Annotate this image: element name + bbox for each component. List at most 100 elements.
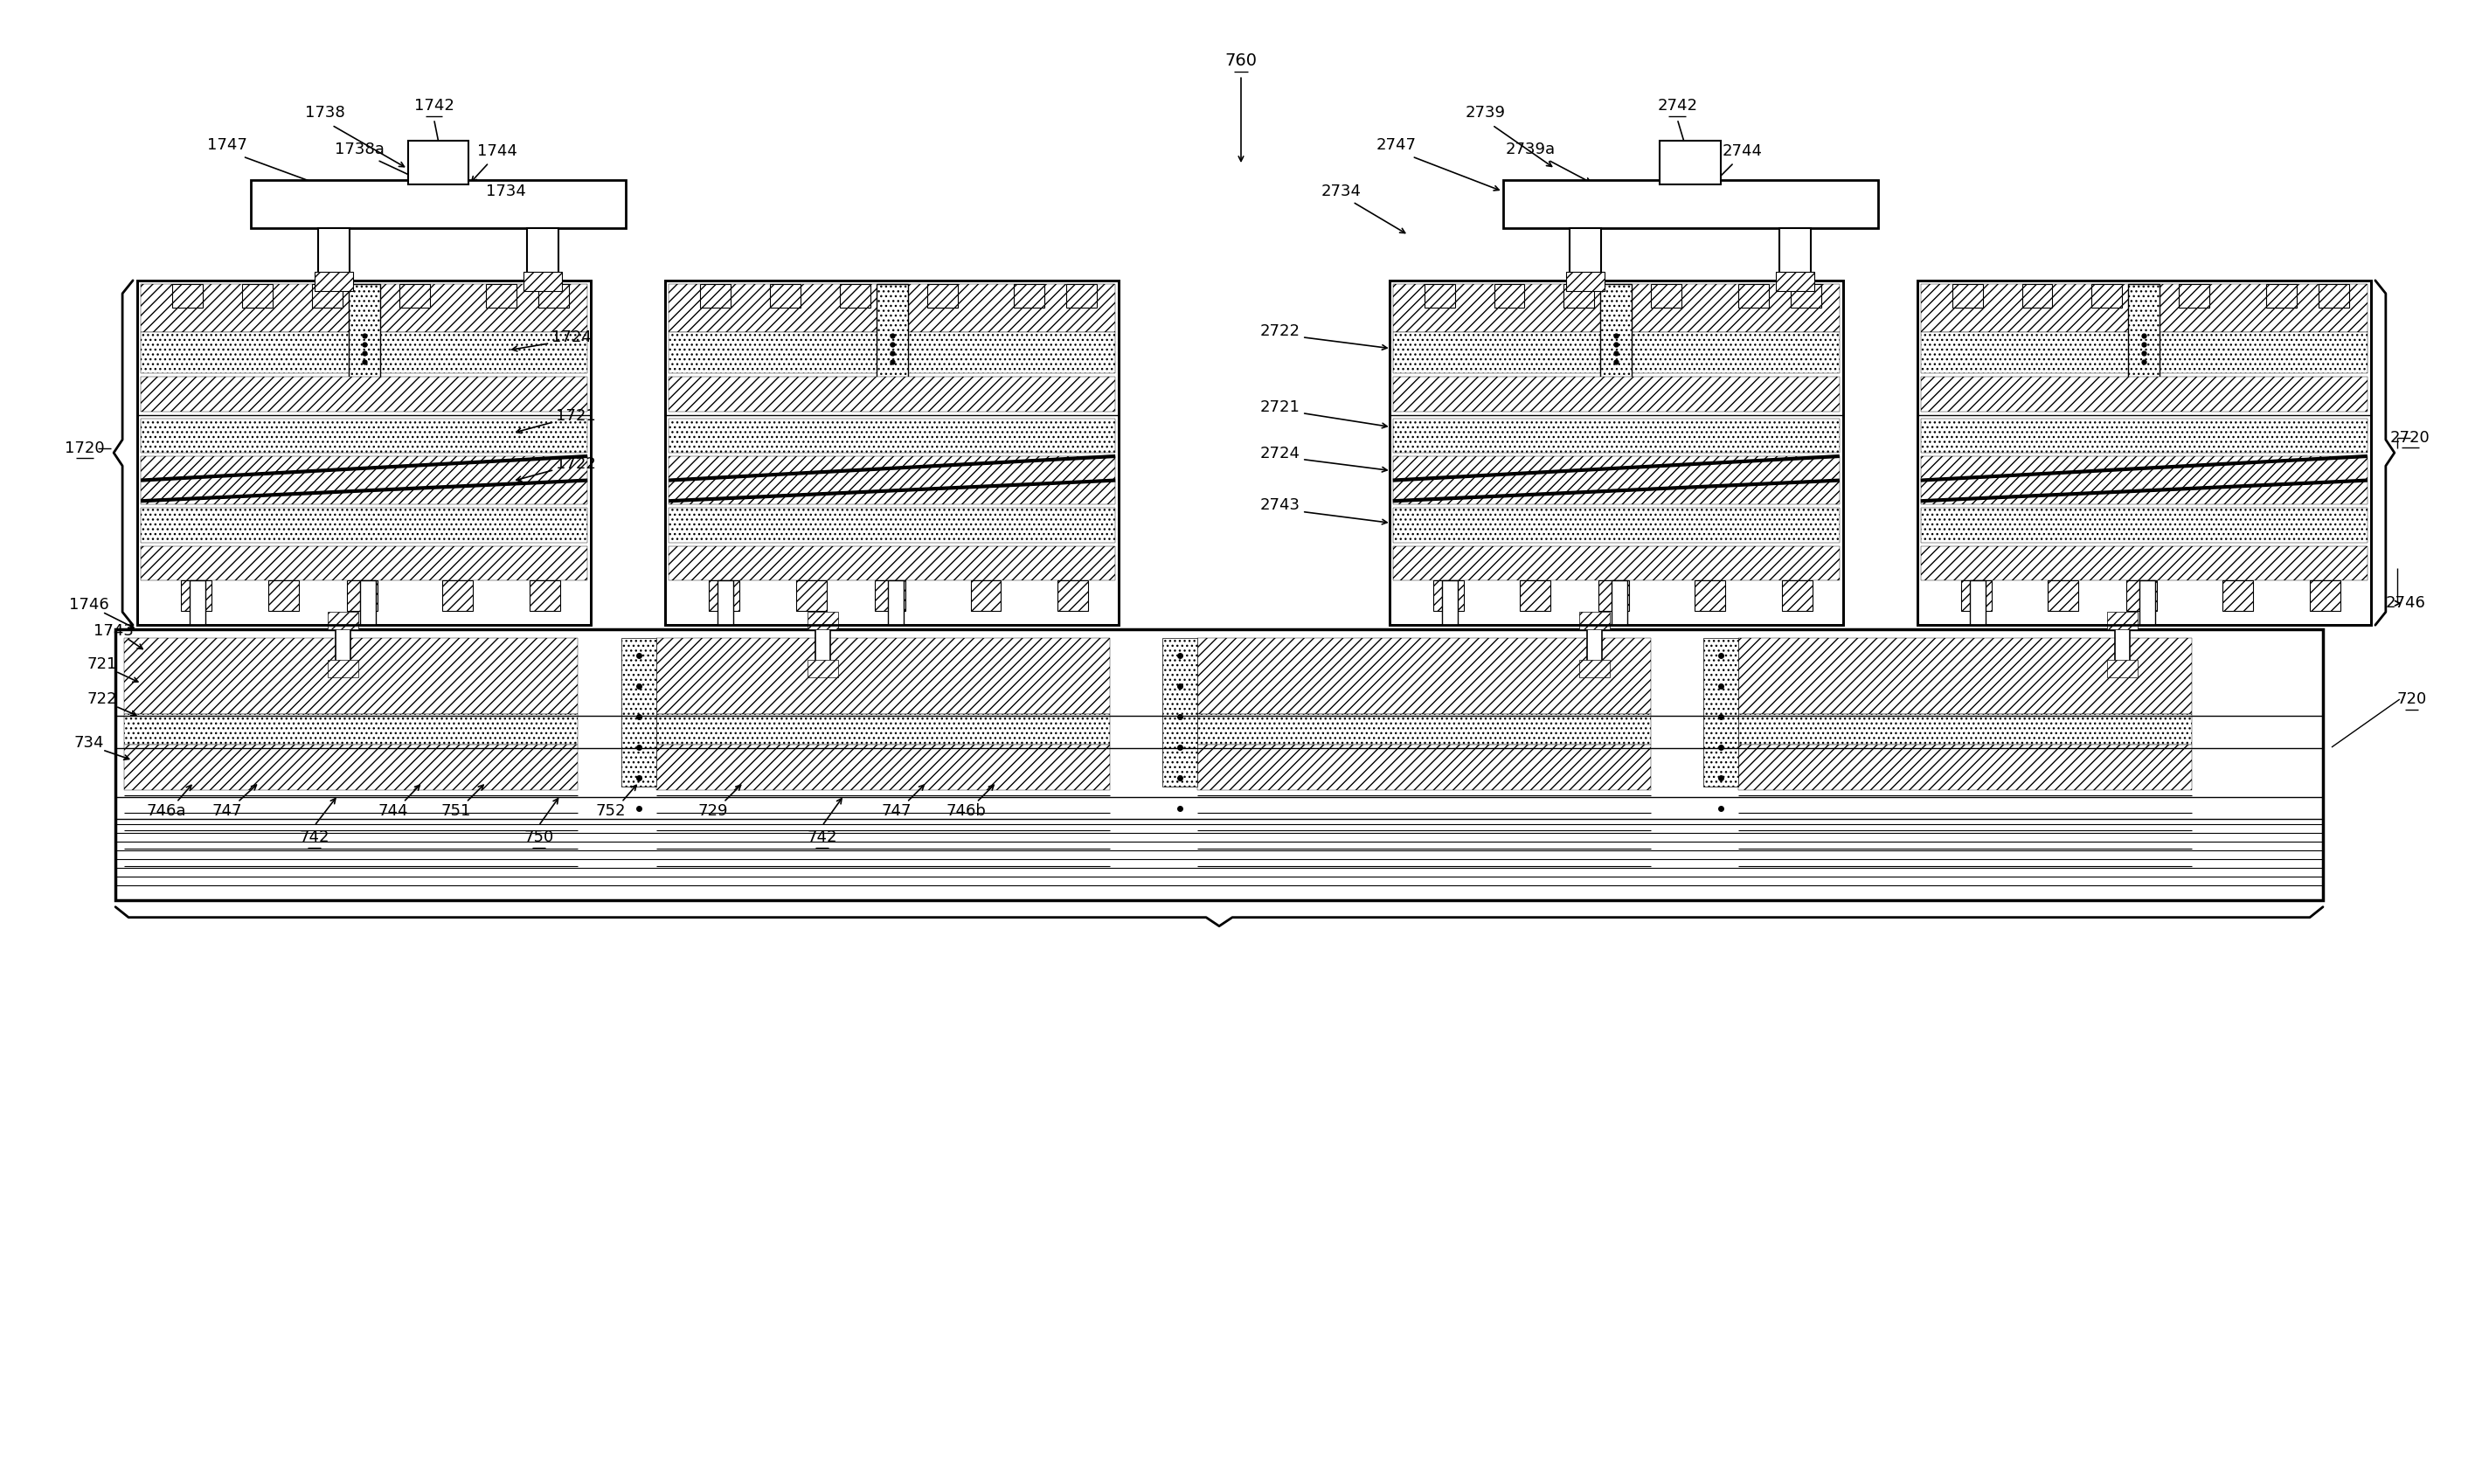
Bar (2266, 283, 2296, 309)
Text: 2747: 2747 (1375, 138, 1417, 153)
Bar (360, 580, 375, 625)
Text: 742: 742 (300, 830, 330, 844)
Bar (2107, 660, 2137, 677)
Bar (141, 283, 588, 332)
Bar (1921, 377, 2368, 411)
Bar (814, 625, 829, 665)
Bar (2139, 580, 2154, 625)
Bar (1953, 283, 1983, 309)
Bar (1196, 638, 1651, 714)
Text: 721: 721 (87, 656, 117, 672)
Bar (620, 638, 655, 787)
Bar (710, 580, 740, 611)
Bar (970, 580, 1000, 611)
Text: 1738a: 1738a (335, 141, 385, 157)
Bar (1564, 283, 1593, 309)
Bar (1780, 229, 1812, 276)
Bar (1390, 280, 1844, 625)
Bar (807, 660, 839, 677)
Bar (268, 580, 298, 611)
Bar (137, 280, 591, 625)
Bar (889, 580, 903, 625)
Bar (1432, 580, 1464, 611)
Bar (874, 580, 906, 611)
Bar (665, 280, 1119, 625)
Bar (655, 745, 1109, 789)
Bar (117, 629, 2323, 899)
Text: 747: 747 (211, 803, 243, 819)
Bar (1057, 580, 1087, 611)
Text: 1742: 1742 (414, 98, 454, 114)
Bar (1067, 283, 1097, 309)
Bar (315, 272, 352, 291)
Text: 1724: 1724 (551, 329, 591, 344)
Bar (1502, 180, 1879, 229)
Bar (347, 580, 377, 611)
Bar (141, 332, 588, 374)
Bar (313, 283, 343, 309)
Text: 2743: 2743 (1261, 497, 1301, 513)
Bar (668, 508, 1114, 542)
Text: 1720: 1720 (65, 441, 104, 456)
Text: 2739a: 2739a (1507, 141, 1556, 157)
Text: 1747: 1747 (206, 138, 248, 153)
Bar (668, 283, 1114, 332)
Bar (1392, 377, 1839, 411)
Bar (2221, 580, 2254, 611)
Bar (807, 611, 839, 629)
Text: 1744: 1744 (477, 144, 519, 159)
Bar (1392, 332, 1839, 374)
Bar (1425, 283, 1454, 309)
Bar (1566, 272, 1606, 291)
Bar (1196, 714, 1651, 745)
Bar (328, 660, 357, 677)
Bar (181, 580, 211, 611)
Bar (486, 283, 516, 309)
Bar (524, 272, 563, 291)
Text: 2739: 2739 (1464, 105, 1507, 120)
Bar (876, 283, 908, 380)
Bar (668, 377, 1114, 411)
Bar (171, 283, 204, 309)
Text: 2742: 2742 (1658, 98, 1698, 114)
Bar (668, 546, 1114, 580)
Text: 744: 744 (377, 803, 407, 819)
Bar (1921, 332, 2368, 374)
Bar (655, 638, 1109, 714)
Bar (1695, 580, 1725, 611)
Bar (2130, 283, 2159, 380)
Bar (335, 625, 350, 665)
Bar (141, 456, 588, 505)
Bar (655, 714, 1109, 745)
Bar (1651, 283, 1683, 309)
Bar (318, 229, 350, 276)
Bar (347, 283, 380, 380)
Bar (1782, 580, 1812, 611)
Text: 747: 747 (881, 803, 911, 819)
Bar (1015, 283, 1045, 309)
Bar (797, 580, 827, 611)
Bar (141, 508, 588, 542)
Bar (1775, 272, 1814, 291)
Bar (1601, 283, 1631, 380)
Bar (141, 418, 588, 453)
Bar (1921, 546, 2368, 580)
Bar (539, 283, 568, 309)
Bar (1790, 283, 1822, 309)
Bar (926, 283, 958, 309)
Bar (668, 456, 1114, 505)
Bar (442, 580, 474, 611)
Bar (1392, 283, 1839, 332)
Text: 2721: 2721 (1261, 399, 1301, 416)
Text: 1746: 1746 (69, 597, 109, 613)
Text: 1722: 1722 (556, 456, 596, 472)
Bar (668, 418, 1114, 453)
Bar (1737, 745, 2192, 789)
Bar (251, 180, 625, 229)
Bar (839, 283, 871, 309)
Bar (1494, 283, 1524, 309)
Bar (137, 280, 591, 625)
Bar (1392, 456, 1839, 505)
Bar (2048, 580, 2077, 611)
Bar (1921, 456, 2368, 505)
